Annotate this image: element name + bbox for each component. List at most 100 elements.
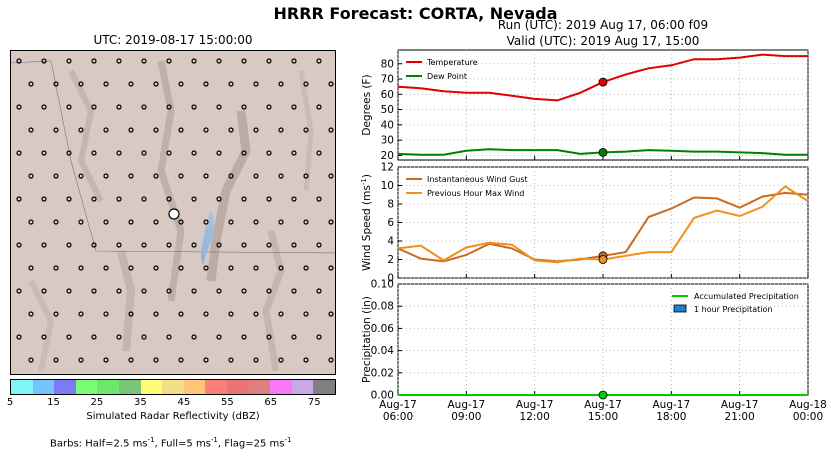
- station-circle: [278, 219, 284, 225]
- station-circle: [291, 334, 297, 340]
- station-circle: [191, 334, 197, 340]
- station-circle: [16, 104, 22, 110]
- station-circle: [228, 265, 234, 271]
- station-circle: [166, 196, 172, 202]
- station-circle: [228, 81, 234, 87]
- station-circle: [316, 242, 322, 248]
- station-circle: [266, 104, 272, 110]
- lake-shape: [201, 211, 214, 265]
- station-circle: [141, 196, 147, 202]
- colorbar-tick-label: 75: [307, 397, 321, 408]
- terrain-ridges: [28, 60, 314, 372]
- y-tick-label: 80: [381, 58, 394, 70]
- x-tick-label-date: Aug-17: [448, 399, 486, 411]
- station-circle: [241, 196, 247, 202]
- station-circles: [16, 58, 334, 363]
- y-tick-label: 50: [381, 104, 394, 116]
- station-circle: [303, 173, 309, 179]
- y-axis-label: Wind Speed (ms-1): [360, 174, 373, 271]
- station-circle: [178, 311, 184, 317]
- station-circle: [228, 127, 234, 133]
- station-circle: [278, 173, 284, 179]
- colorbar-segment: [54, 380, 76, 394]
- valid-time-marker: [598, 390, 608, 400]
- station-circle: [216, 242, 222, 248]
- station-circle: [53, 311, 59, 317]
- y-axis-label-sup: -1: [360, 178, 368, 185]
- barbs-note: Barbs: Half=2.5 ms-1, Full=5 ms-1, Flag=…: [50, 436, 291, 449]
- station-circle: [78, 311, 84, 317]
- y-tick-label: 4: [387, 236, 394, 248]
- station-circle: [28, 219, 34, 225]
- colorbar-segment: [205, 380, 227, 394]
- station-circle: [303, 265, 309, 271]
- station-circle: [78, 219, 84, 225]
- station-circle: [303, 357, 309, 363]
- station-circle: [28, 311, 34, 317]
- station-circle: [203, 265, 209, 271]
- station-circle: [78, 265, 84, 271]
- y-tick-label: 0.04: [371, 345, 395, 357]
- chart-panel-2: 0 2 4 6 8 10 12 Wind Speed (ms-1) Instantaneous …: [360, 162, 809, 285]
- y-tick-label: 70: [381, 74, 394, 86]
- colorbar-segment: [32, 380, 55, 394]
- station-circle: [291, 58, 297, 64]
- y-tick-label: 2: [387, 254, 394, 266]
- station-circle: [191, 58, 197, 64]
- station-circle: [116, 334, 122, 340]
- station-circle: [78, 127, 84, 133]
- x-tick-label-date: Aug-18: [789, 399, 827, 411]
- station-circle: [128, 265, 134, 271]
- station-circle: [178, 357, 184, 363]
- reflectivity-colorbar: [10, 379, 336, 395]
- station-circle: [78, 81, 84, 87]
- colorbar-segment: [97, 380, 119, 394]
- station-circle: [228, 173, 234, 179]
- station-circle: [116, 58, 122, 64]
- x-tick-label-date: Aug-17: [379, 399, 417, 411]
- station-circle: [103, 219, 109, 225]
- location-marker: [168, 208, 180, 220]
- station-circle: [116, 104, 122, 110]
- station-circle: [128, 357, 134, 363]
- station-circle: [103, 311, 109, 317]
- y-tick-label: 6: [387, 217, 394, 229]
- x-tick-label-time: 21:00: [725, 411, 755, 423]
- station-circle: [91, 150, 97, 156]
- station-circle: [128, 81, 134, 87]
- station-circle: [166, 104, 172, 110]
- station-circle: [316, 334, 322, 340]
- station-circle: [53, 265, 59, 271]
- station-circle: [103, 173, 109, 179]
- station-circle: [116, 242, 122, 248]
- colorbar-tick-label: 15: [47, 397, 60, 408]
- station-circle: [203, 81, 209, 87]
- y-tick-label: 0.06: [371, 323, 395, 335]
- colorbar-tick-label: 5: [6, 397, 14, 408]
- radar-map: [10, 50, 336, 375]
- y-axis-label-text: Degrees (F): [361, 74, 373, 135]
- y-axis-label-text: Wind Speed (ms: [361, 185, 373, 271]
- station-circle: [141, 242, 147, 248]
- station-circle: [141, 58, 147, 64]
- station-circle: [253, 311, 259, 317]
- station-circle: [216, 196, 222, 202]
- station-circle: [153, 127, 159, 133]
- station-circle: [203, 357, 209, 363]
- station-circle: [141, 104, 147, 110]
- chart-panel-3: 0.00 0.02 0.04 0.06 0.08 0.10 Precipitation (i…: [361, 279, 827, 424]
- station-circle: [16, 288, 22, 294]
- colorbar-segment: [118, 380, 141, 394]
- x-tick-label-time: 15:00: [588, 411, 618, 423]
- station-circle: [253, 173, 259, 179]
- station-circle: [28, 265, 34, 271]
- colorbar-tick-label: 65: [264, 397, 278, 408]
- station-circle: [128, 219, 134, 225]
- station-circle: [16, 242, 22, 248]
- station-circle: [153, 219, 159, 225]
- station-circle: [266, 288, 272, 294]
- colorbar-segment: [162, 380, 184, 394]
- station-circle: [291, 242, 297, 248]
- station-circle: [328, 173, 334, 179]
